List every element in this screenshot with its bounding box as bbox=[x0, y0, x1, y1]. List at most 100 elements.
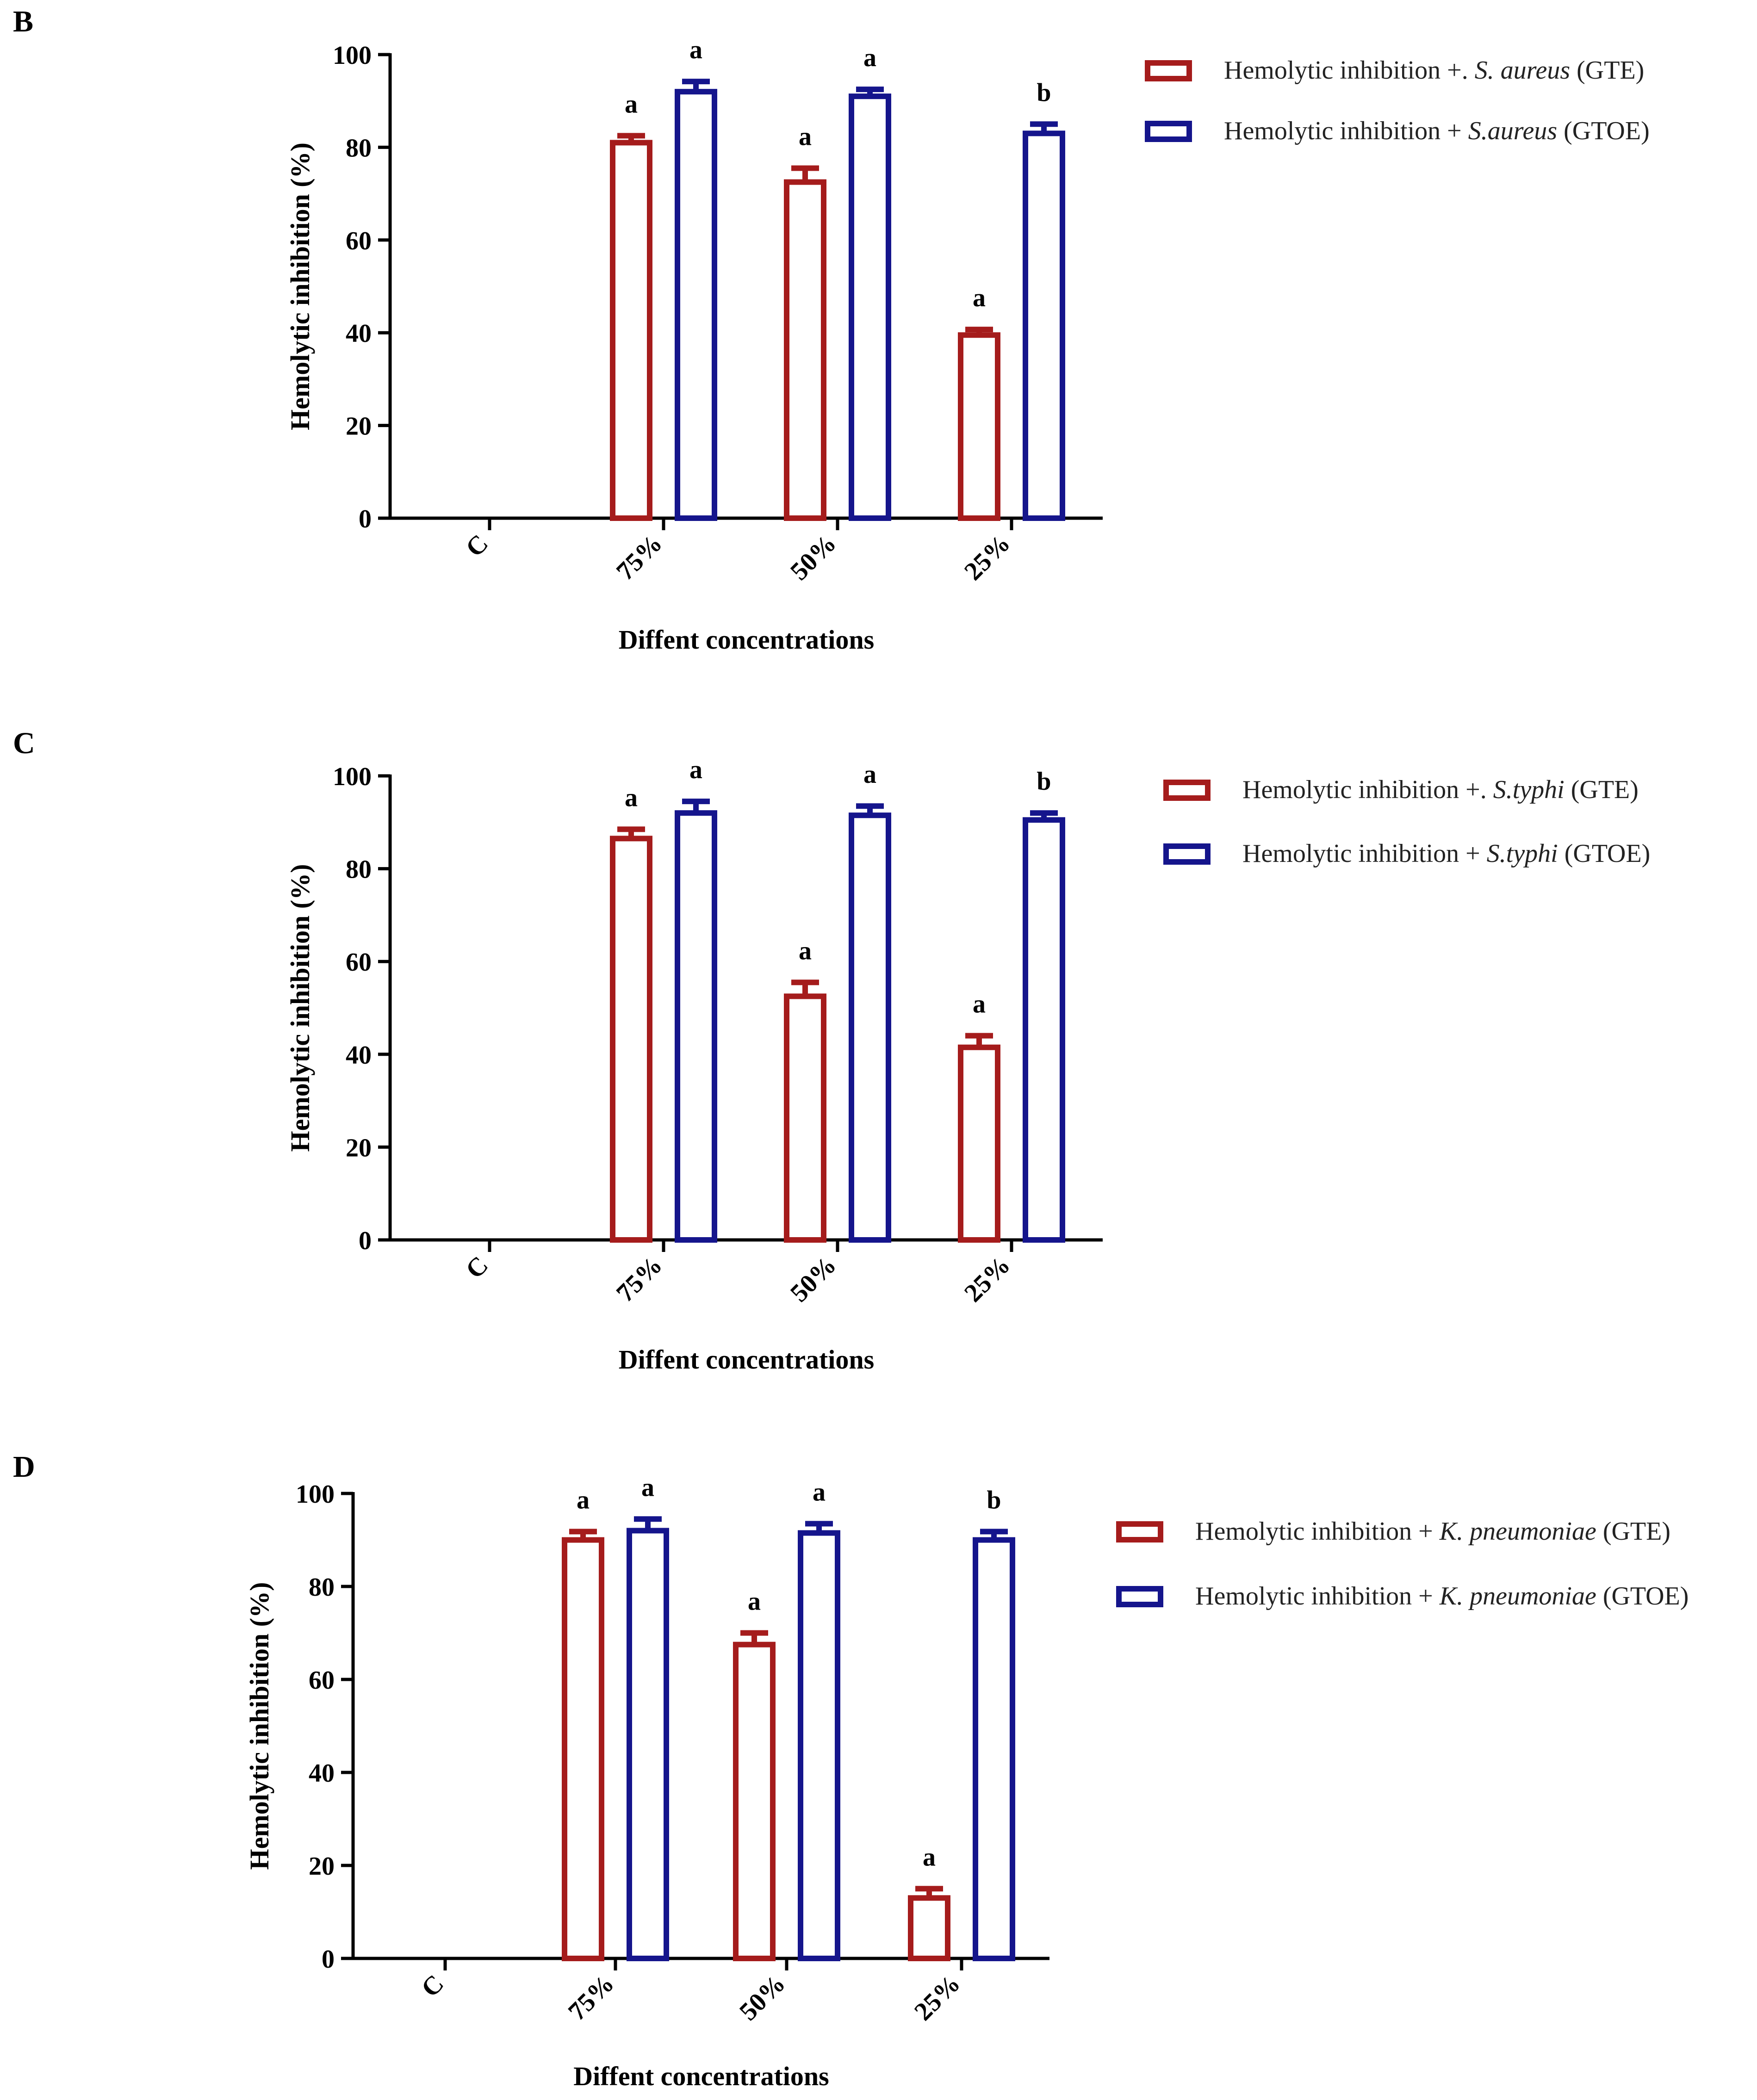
bar-gte bbox=[784, 993, 826, 1243]
significance-label: a bbox=[863, 760, 876, 789]
legend-suffix: (GTE) bbox=[1570, 56, 1644, 85]
x-tick-label: C bbox=[460, 529, 494, 562]
bar-gtoe bbox=[675, 810, 717, 1243]
significance-label: a bbox=[973, 284, 986, 312]
y-tick-label: 0 bbox=[359, 1227, 372, 1255]
legend-entry: Hemolytic inhibition + S.typhi (GTOE) bbox=[1242, 839, 1650, 868]
bar-gtoe bbox=[849, 812, 891, 1243]
legend-organism: S. aureus bbox=[1475, 56, 1570, 85]
bar-gtoe bbox=[627, 1528, 669, 1961]
significance-label: b bbox=[1037, 78, 1051, 107]
legend-organism: S.aureus bbox=[1468, 117, 1557, 145]
x-axis-title: Diffent concentrations bbox=[619, 1344, 875, 1375]
bar-gte bbox=[958, 332, 1000, 521]
bar-gte bbox=[562, 1537, 604, 1961]
legend-organism: K. pneumoniae bbox=[1439, 1582, 1596, 1611]
legend-prefix: Hemolytic inhibition + bbox=[1242, 839, 1487, 868]
legend-entry: Hemolytic inhibition +. S.typhi (GTE) bbox=[1242, 775, 1639, 804]
panel-letter-c: C bbox=[13, 726, 35, 760]
bar-gtoe bbox=[1023, 817, 1065, 1243]
y-axis-title: Hemolytic inhibition (%) bbox=[285, 142, 315, 430]
significance-label: a bbox=[748, 1587, 761, 1616]
x-axis-title: Diffent concentrations bbox=[573, 2061, 829, 2091]
legend-swatch bbox=[1163, 843, 1211, 865]
significance-label: a bbox=[923, 1843, 936, 1871]
y-tick-label: 0 bbox=[359, 505, 372, 533]
legend-organism: K. pneumoniae bbox=[1439, 1517, 1596, 1546]
x-axis-title: Diffent concentrations bbox=[619, 625, 875, 655]
significance-label: a bbox=[577, 1486, 590, 1514]
x-tick-label: C bbox=[460, 1251, 494, 1284]
significance-label: a bbox=[973, 990, 986, 1019]
legend-entry: Hemolytic inhibition + K. pneumoniae (GT… bbox=[1195, 1517, 1670, 1546]
y-tick-label: 80 bbox=[309, 1573, 335, 1602]
y-tick-label: 40 bbox=[346, 1041, 372, 1070]
bar-gtoe bbox=[1023, 130, 1065, 521]
legend-suffix: (GTOE) bbox=[1596, 1582, 1689, 1611]
legend-swatch bbox=[1145, 121, 1192, 142]
y-tick-label: 60 bbox=[346, 948, 372, 977]
y-tick-label: 40 bbox=[309, 1759, 335, 1788]
y-axis-title: Hemolytic inhibition (%) bbox=[285, 864, 315, 1152]
y-tick-label: 0 bbox=[322, 1945, 335, 1974]
panel-letter-d: D bbox=[13, 1450, 35, 1484]
y-tick-label: 20 bbox=[309, 1852, 335, 1881]
legend-prefix: Hemolytic inhibition + bbox=[1224, 117, 1468, 145]
legend-swatch bbox=[1145, 60, 1192, 81]
y-tick-label: 20 bbox=[346, 1134, 372, 1162]
significance-label: a bbox=[689, 36, 702, 64]
legend-suffix: (GTOE) bbox=[1558, 839, 1651, 868]
significance-label: a bbox=[863, 43, 876, 72]
legend-prefix: Hemolytic inhibition +. bbox=[1242, 775, 1493, 804]
legend-entry: Hemolytic inhibition +. S. aureus (GTE) bbox=[1224, 56, 1644, 85]
legend-prefix: Hemolytic inhibition + bbox=[1195, 1582, 1440, 1611]
significance-label: a bbox=[625, 783, 638, 812]
legend-entry: Hemolytic inhibition + K. pneumoniae (GT… bbox=[1195, 1582, 1689, 1611]
x-tick-label: 75% bbox=[563, 1969, 620, 2026]
y-tick-label: 60 bbox=[309, 1666, 335, 1695]
x-tick-label: C bbox=[416, 1969, 449, 2002]
significance-label: a bbox=[799, 936, 812, 965]
legend-organism: S.typhi bbox=[1487, 839, 1558, 868]
x-tick-label: 75% bbox=[611, 1251, 668, 1307]
bar-gte bbox=[958, 1044, 1000, 1243]
significance-label: a bbox=[799, 122, 812, 151]
legend-entry: Hemolytic inhibition + S.aureus (GTOE) bbox=[1224, 117, 1650, 145]
x-tick-label: 50% bbox=[785, 529, 842, 586]
y-tick-label: 20 bbox=[346, 412, 372, 441]
bar-gte bbox=[908, 1895, 950, 1962]
y-tick-label: 100 bbox=[333, 762, 372, 791]
legend-swatch bbox=[1116, 1521, 1163, 1542]
x-tick-label: 25% bbox=[959, 1251, 1016, 1307]
bar-gte bbox=[610, 836, 652, 1243]
significance-label: a bbox=[641, 1473, 654, 1502]
panel-letter-b: B bbox=[13, 5, 33, 38]
significance-label: a bbox=[689, 756, 702, 784]
chart-b: 0 20 40 60 80 100 C 75% 50% 25% Diffent concentrat… bbox=[285, 36, 1650, 655]
y-tick-label: 100 bbox=[296, 1480, 335, 1509]
bar-gtoe bbox=[973, 1537, 1015, 1961]
legend-organism: S.typhi bbox=[1493, 775, 1565, 804]
significance-label: a bbox=[813, 1478, 826, 1506]
x-tick-label: 75% bbox=[611, 529, 668, 586]
bar-gte bbox=[784, 179, 826, 521]
significance-label: b bbox=[987, 1486, 1001, 1514]
bar-gtoe bbox=[798, 1530, 840, 1962]
x-tick-label: 25% bbox=[959, 529, 1016, 586]
legend-suffix: (GTE) bbox=[1565, 775, 1639, 804]
y-tick-label: 100 bbox=[333, 41, 372, 70]
y-axis-title: Hemolytic inhibition (%) bbox=[244, 1582, 274, 1870]
x-tick-label: 50% bbox=[785, 1251, 842, 1307]
y-tick-label: 40 bbox=[346, 319, 372, 348]
x-tick-label: 25% bbox=[909, 1969, 966, 2026]
chart-c: 0 20 40 60 80 100 C 75% 50% 25% Diffent concentrat… bbox=[285, 756, 1650, 1375]
y-tick-label: 60 bbox=[346, 227, 372, 255]
y-tick-label: 80 bbox=[346, 134, 372, 162]
chart-d: 0 20 40 60 80 100 C 75% 50% 25% Diffent concentrat… bbox=[244, 1473, 1689, 2091]
significance-label: a bbox=[625, 90, 638, 118]
bar-gte bbox=[733, 1642, 776, 1961]
legend-suffix: (GTOE) bbox=[1557, 117, 1650, 145]
bar-gtoe bbox=[675, 89, 717, 521]
bar-gte bbox=[610, 140, 652, 521]
